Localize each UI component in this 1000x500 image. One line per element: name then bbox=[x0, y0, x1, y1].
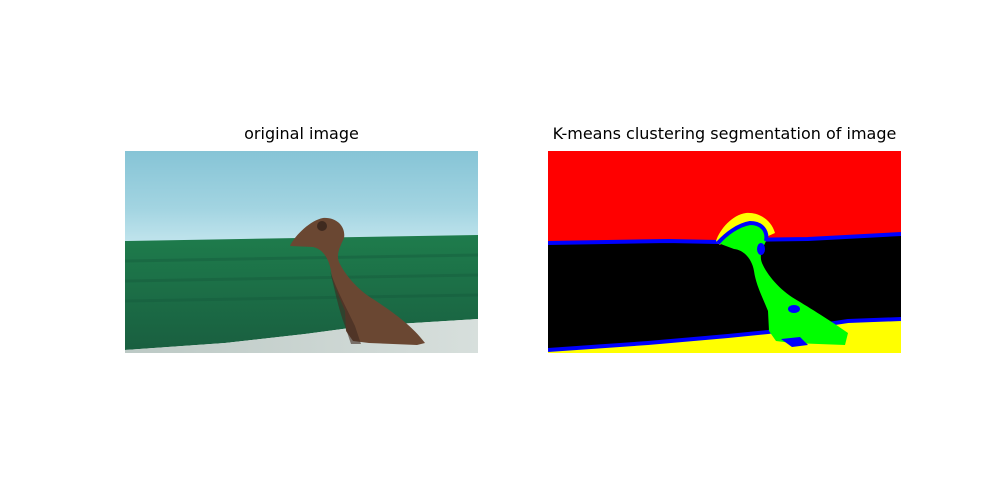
right-panel-title: K-means clustering segmentation of image bbox=[552, 124, 897, 143]
dog-patch-blue-1 bbox=[788, 305, 800, 313]
dog-head-yellow bbox=[716, 212, 775, 245]
dog-ear bbox=[317, 221, 327, 231]
dog-outline bbox=[716, 220, 769, 245]
dog-cluster bbox=[718, 223, 848, 345]
sky-region bbox=[125, 151, 478, 246]
grass-texture bbox=[125, 253, 478, 303]
left-panel-title: original image bbox=[244, 124, 359, 143]
segmentation-canvas bbox=[548, 151, 901, 353]
dog-patch-blue-2 bbox=[757, 243, 765, 255]
dog-foot-blue bbox=[781, 337, 808, 347]
segmentation-image bbox=[548, 151, 901, 353]
dog-shadow bbox=[330, 271, 361, 344]
original-image-canvas bbox=[125, 151, 478, 353]
dog-figure bbox=[290, 217, 425, 345]
original-image bbox=[125, 151, 478, 353]
grass-ground-boundary bbox=[548, 317, 901, 352]
